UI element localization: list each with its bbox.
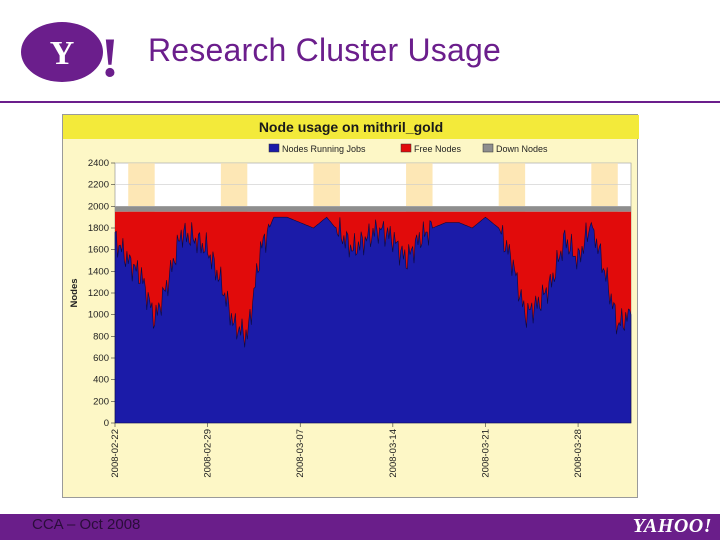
y-tick-label: 1000 bbox=[88, 310, 109, 321]
x-tick-label: 2008-02-22 bbox=[110, 429, 121, 478]
x-tick-label: 2008-03-07 bbox=[295, 429, 306, 478]
title-divider bbox=[0, 101, 720, 103]
x-tick-label: 2008-03-14 bbox=[388, 429, 399, 478]
chart-title: Node usage on mithril_gold bbox=[259, 119, 443, 135]
logo-oval bbox=[21, 22, 103, 82]
y-tick-label: 2400 bbox=[88, 158, 109, 169]
usage-chart: Node usage on mithril_gold Nodes Running … bbox=[63, 115, 639, 478]
y-tick-label: 200 bbox=[93, 396, 109, 407]
legend-swatch bbox=[482, 143, 494, 153]
legend-label: Free Nodes bbox=[414, 144, 462, 154]
yahoo-logo: Y ! bbox=[21, 22, 120, 84]
legend-label: Down Nodes bbox=[496, 144, 548, 154]
y-tick-label: 800 bbox=[93, 331, 109, 342]
running-jobs-area bbox=[114, 216, 632, 424]
slide-title: Research Cluster Usage bbox=[148, 32, 501, 68]
y-tick-label: 1600 bbox=[88, 245, 109, 256]
y-tick-label: 0 bbox=[104, 418, 109, 429]
legend-swatch bbox=[268, 143, 280, 153]
down-nodes-area bbox=[115, 206, 631, 212]
y-tick-label: 1200 bbox=[88, 288, 109, 299]
logo-bang: ! bbox=[101, 27, 120, 84]
y-tick-label: 2000 bbox=[88, 201, 109, 212]
chart-title-bar bbox=[63, 115, 639, 139]
x-tick-label: 2008-03-21 bbox=[480, 429, 491, 478]
y-tick-label: 1800 bbox=[88, 223, 109, 234]
chart-frame: Node usage on mithril_gold Nodes Running … bbox=[62, 114, 639, 498]
legend-label: Nodes Running Jobs bbox=[282, 144, 366, 154]
footer-bar: CCA – Oct 2008 YAHOO! bbox=[0, 514, 720, 540]
legend-swatch bbox=[400, 143, 412, 153]
footer-logo: YAHOO! bbox=[632, 515, 712, 537]
y-tick-label: 400 bbox=[93, 375, 109, 386]
y-tick-label: 1400 bbox=[88, 266, 109, 277]
x-tick-label: 2008-03-28 bbox=[573, 429, 584, 478]
x-tick-label: 2008-02-29 bbox=[203, 429, 214, 478]
footer-text: CCA – Oct 2008 bbox=[32, 516, 141, 533]
y-axis-label: Nodes bbox=[69, 278, 80, 307]
y-tick-label: 600 bbox=[93, 353, 109, 364]
y-tick-label: 2200 bbox=[88, 180, 109, 191]
logo-letter: Y bbox=[50, 35, 75, 72]
